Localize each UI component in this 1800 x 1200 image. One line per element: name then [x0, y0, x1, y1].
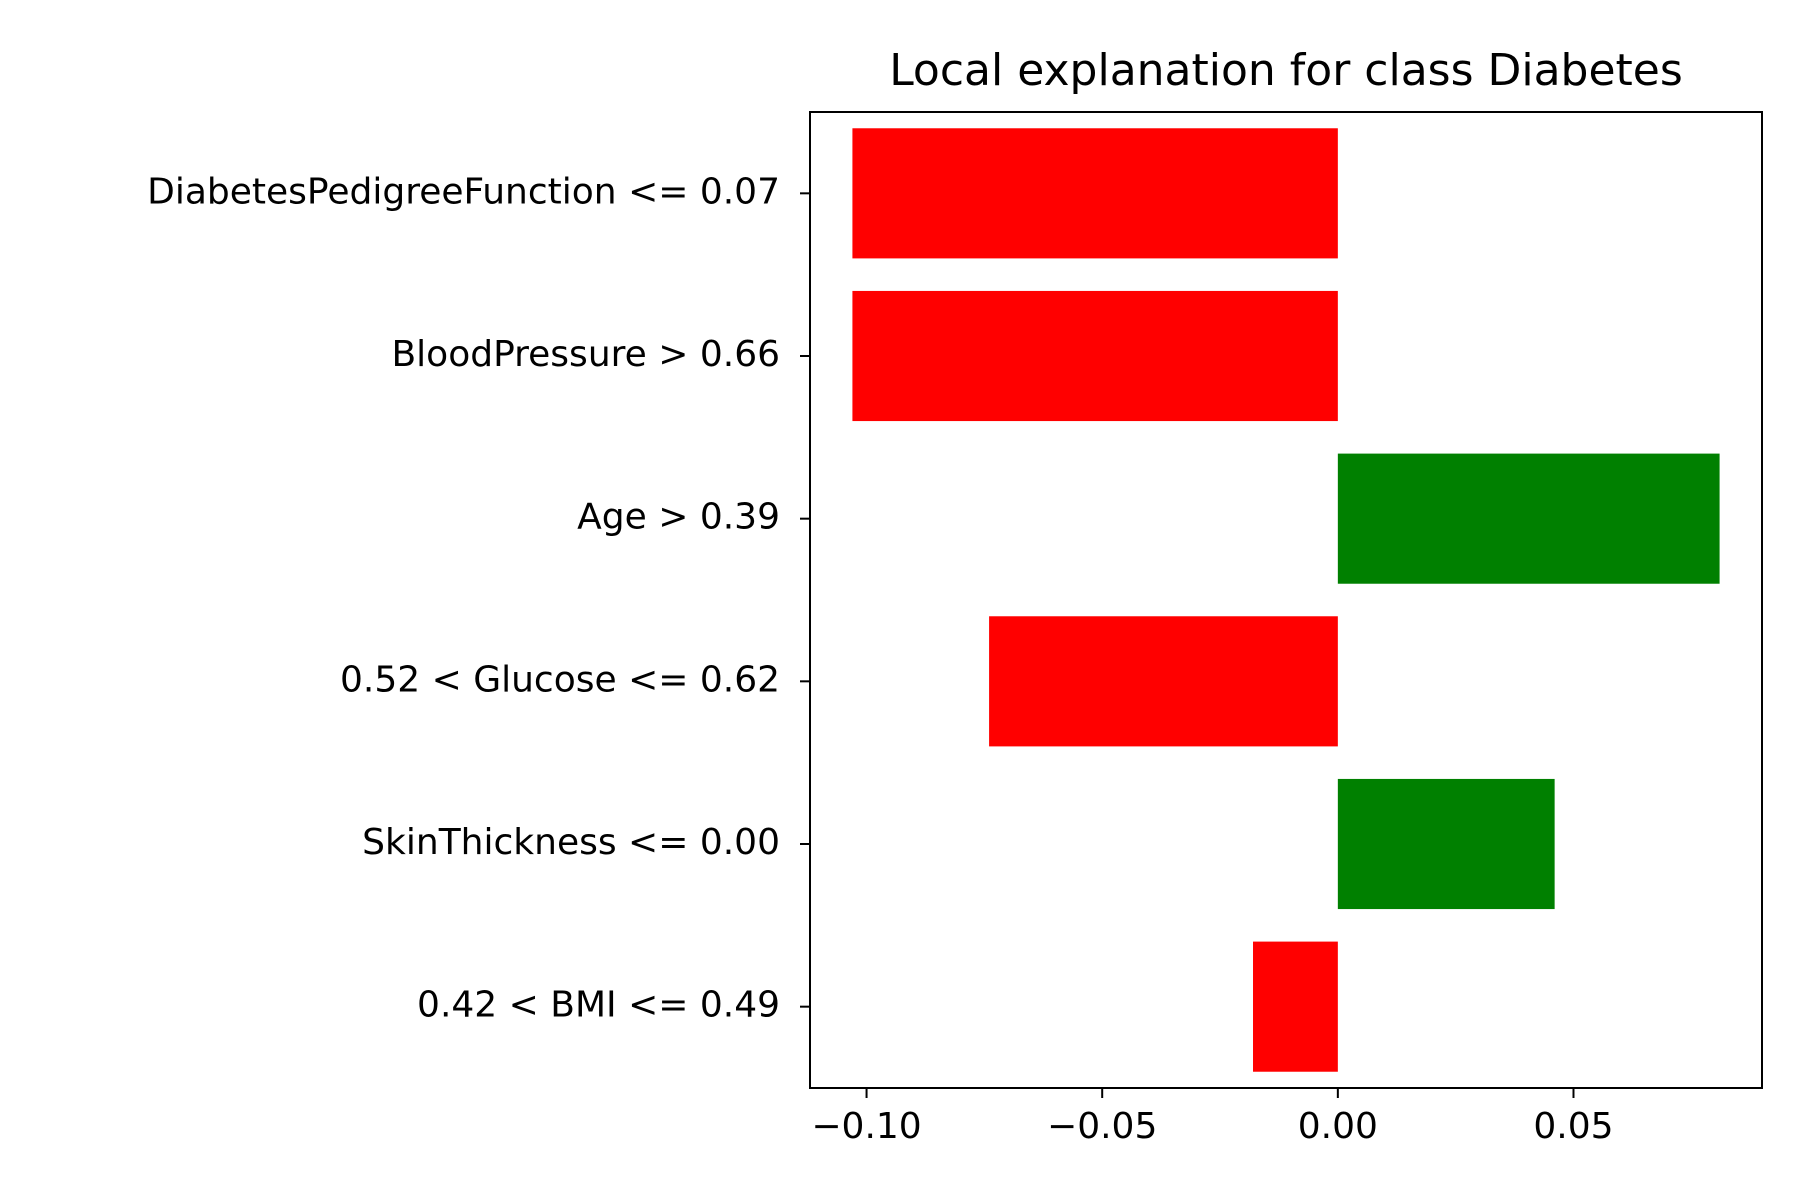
bars-group [852, 128, 1720, 1072]
y-tick-label: 0.52 < Glucose <= 0.62 [340, 659, 780, 700]
x-tick-label: 0.00 [1298, 1106, 1378, 1147]
y-tick-label: DiabetesPedigreeFunction <= 0.07 [147, 171, 780, 212]
x-axis: −0.10 −0.05 0.00 0.05 [811, 1088, 1614, 1147]
y-tick-label: 0.42 < BMI <= 0.49 [417, 985, 780, 1026]
bar-0 [852, 128, 1338, 259]
bar-3 [989, 616, 1338, 747]
y-tick-label: BloodPressure > 0.66 [391, 334, 780, 375]
chart-title: Local explanation for class Diabetes [889, 45, 1683, 96]
bar-2 [1337, 453, 1720, 584]
bar-4 [1337, 778, 1555, 910]
y-tick-label: Age > 0.39 [577, 497, 780, 538]
plot-frame [809, 111, 1763, 1089]
x-tick-label: 0.05 [1533, 1106, 1613, 1147]
y-tick-label: SkinThickness <= 0.00 [362, 822, 780, 863]
bar-5 [1253, 941, 1338, 1072]
bar-1 [852, 290, 1338, 422]
x-tick-label: −0.05 [1047, 1106, 1157, 1147]
x-tick-label: −0.10 [811, 1106, 921, 1147]
y-axis: DiabetesPedigreeFunction <= 0.07 BloodPre… [147, 171, 810, 1026]
